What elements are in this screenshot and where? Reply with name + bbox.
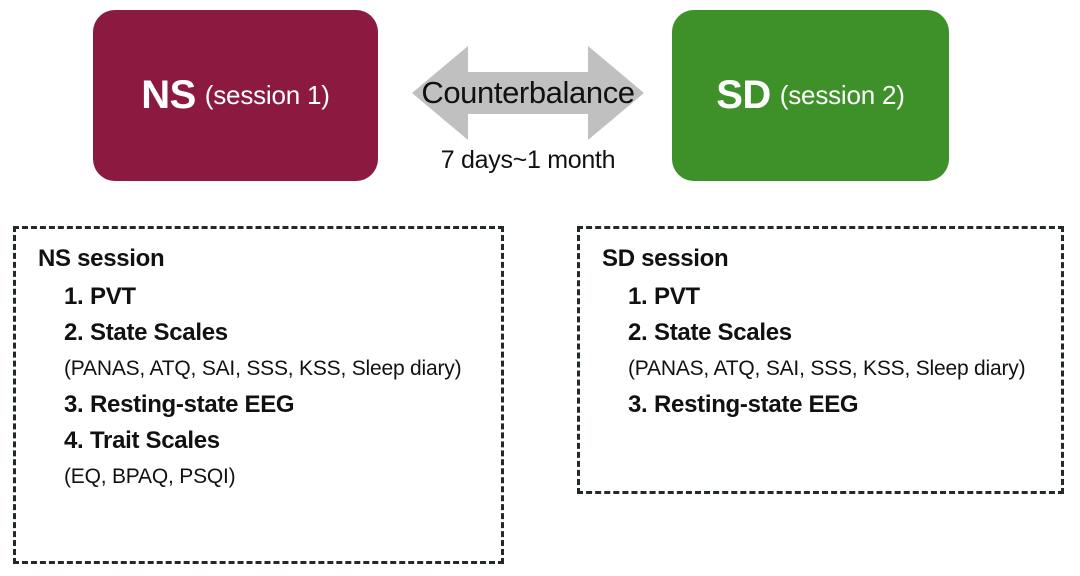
- list-item: 2. State Scales (PANAS, ATQ, SAI, SSS, KS…: [38, 315, 487, 386]
- sd-session-subtitle: (session 2): [779, 80, 905, 110]
- ns-panel-title: NS session: [38, 245, 165, 272]
- sd-item-1-label: PVT: [654, 283, 700, 310]
- sd-session-code: SD: [716, 73, 771, 117]
- sd-session-box: SD (session 2): [672, 10, 949, 181]
- ns-item-4-note: (EQ, BPAQ, PSQI): [64, 464, 236, 488]
- sd-item-1-main: 1. PVT: [602, 279, 1047, 315]
- list-item: 3. Resting-state EEG: [602, 387, 1047, 423]
- ns-item-3-main: 3. Resting-state EEG: [38, 387, 487, 423]
- ns-item-2-label: State Scales: [90, 319, 228, 347]
- ns-item-4-number: 4.: [64, 427, 84, 455]
- sd-session-detail-panel: SD session 1. PVT 2. State Scales (PANAS, …: [577, 226, 1064, 494]
- list-item: 3. Resting-state EEG: [38, 387, 487, 423]
- sd-item-2-label: State Scales: [654, 319, 792, 347]
- ns-session-box: NS (session 1): [93, 10, 378, 181]
- ns-item-2-number: 2.: [64, 319, 84, 347]
- ns-item-2-note: (PANAS, ATQ, SAI, SSS, KSS, Sleep diary): [64, 356, 462, 380]
- ns-session-code: NS: [141, 73, 196, 117]
- counterbalance-connector: Counterbalance: [412, 46, 644, 140]
- ns-session-detail-panel: NS session 1. PVT 2. State Scales (PANAS, …: [13, 226, 504, 564]
- sd-item-3-main: 3. Resting-state EEG: [602, 387, 1047, 423]
- sd-item-2-number: 2.: [628, 319, 648, 347]
- list-item: 4. Trait Scales (EQ, BPAQ, PSQI): [38, 423, 487, 494]
- double-headed-arrow-icon: [412, 46, 644, 140]
- ns-item-1-number: 1.: [64, 283, 84, 310]
- ns-item-3-number: 3.: [64, 390, 84, 418]
- counterbalance-label: Counterbalance: [421, 75, 635, 110]
- ns-panel-list: 1. PVT 2. State Scales (PANAS, ATQ, SAI, S…: [38, 279, 487, 495]
- ns-item-3-label: Resting-state EEG: [90, 390, 295, 418]
- sd-item-3-label: Resting-state EEG: [654, 390, 859, 418]
- sd-item-3-number: 3.: [628, 390, 648, 418]
- ns-item-4-main: 4. Trait Scales: [38, 423, 487, 459]
- list-item: 1. PVT: [602, 279, 1047, 315]
- list-item: 1. PVT: [38, 279, 487, 315]
- sd-item-1-number: 1.: [628, 283, 648, 310]
- sd-panel-list: 1. PVT 2. State Scales (PANAS, ATQ, SAI, S…: [602, 279, 1047, 423]
- sd-panel-title: SD session: [602, 245, 729, 272]
- ns-item-4-label: Trait Scales: [90, 427, 220, 455]
- ns-item-2-main: 2. State Scales: [38, 315, 487, 351]
- sd-item-2-main: 2. State Scales: [602, 315, 1047, 351]
- ns-session-subtitle: (session 1): [204, 80, 330, 110]
- interval-duration-label: 7 days~1 month: [440, 146, 616, 174]
- ns-item-1-label: PVT: [90, 283, 136, 310]
- list-item: 2. State Scales (PANAS, ATQ, SAI, SSS, KS…: [602, 315, 1047, 386]
- sd-item-2-note: (PANAS, ATQ, SAI, SSS, KSS, Sleep diary): [628, 356, 1026, 380]
- ns-item-1-main: 1. PVT: [38, 279, 487, 315]
